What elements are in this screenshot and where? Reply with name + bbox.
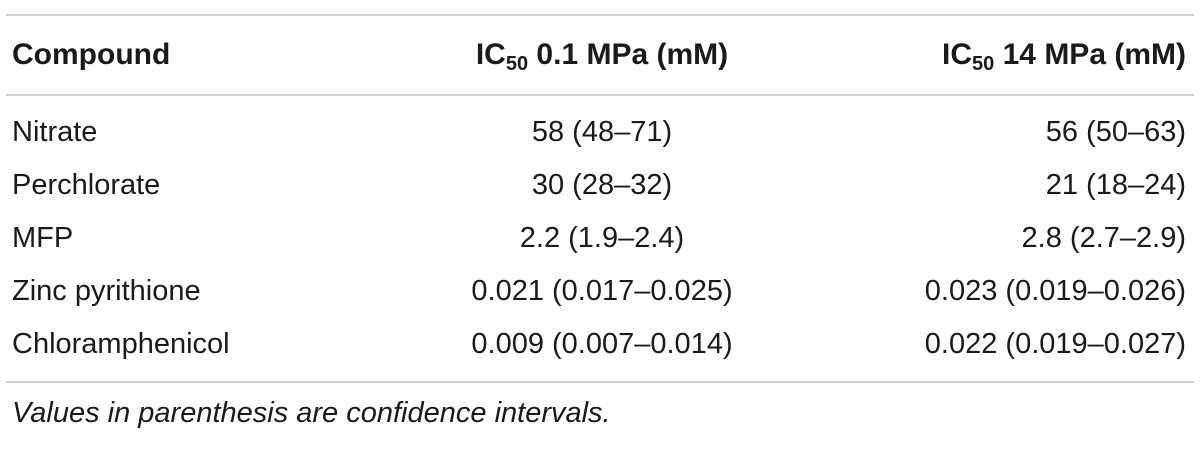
cell-ic50-0-1-mpa: 58 (48–71)	[531, 116, 673, 148]
table-row: MFP 2.2 (1.9–2.4) 2.8 (2.7–2.9)	[6, 212, 1194, 265]
header-ic50-14-mpa-suffix: 14 MPa (mM)	[994, 38, 1186, 71]
cell-ic50-14-mpa: 0.022 (0.019–0.027)	[924, 328, 1186, 360]
cell-ic50-14-mpa: 56 (50–63)	[1045, 116, 1186, 148]
cell-ic50-0-1-mpa: 0.009 (0.007–0.014)	[471, 328, 733, 360]
header-ic50-14-mpa-subscript: 50	[972, 53, 995, 75]
header-ic50-0-1-mpa-prefix: IC	[475, 38, 506, 71]
cell-ic50-14-mpa: 21 (18–24)	[1045, 169, 1186, 201]
table-row: Nitrate 58 (48–71) 56 (50–63)	[6, 95, 1194, 159]
bottom-rule	[6, 381, 1194, 383]
cell-compound: MFP	[12, 222, 74, 254]
cell-compound: Nitrate	[12, 116, 98, 148]
cell-compound: Zinc pyrithione	[12, 275, 201, 307]
header-ic50-14-mpa: IC50 14 MPa (mM)	[788, 16, 1194, 96]
header-ic50-14-mpa-prefix: IC	[942, 38, 973, 71]
cell-ic50-0-1-mpa: 2.2 (1.9–2.4)	[519, 222, 685, 254]
ic50-table: Compound IC50 0.1 MPa (mM) IC50 14 MPa (…	[6, 16, 1194, 381]
cell-ic50-14-mpa: 0.023 (0.019–0.026)	[924, 275, 1186, 307]
ic50-table-container: Compound IC50 0.1 MPa (mM) IC50 14 MPa (…	[6, 14, 1194, 430]
table-footnote: Values in parenthesis are confidence int…	[12, 397, 611, 429]
table-row: Chloramphenicol 0.009 (0.007–0.014) 0.02…	[6, 318, 1194, 381]
table-row: Perchlorate 30 (28–32) 21 (18–24)	[6, 159, 1194, 212]
header-compound: Compound	[6, 16, 376, 96]
cell-compound: Perchlorate	[12, 169, 161, 201]
header-row: Compound IC50 0.1 MPa (mM) IC50 14 MPa (…	[6, 16, 1194, 96]
cell-ic50-0-1-mpa: 30 (28–32)	[531, 169, 673, 201]
cell-ic50-0-1-mpa: 0.021 (0.017–0.025)	[471, 275, 733, 307]
header-ic50-0-1-mpa: IC50 0.1 MPa (mM)	[376, 16, 788, 96]
header-ic50-0-1-mpa-subscript: 50	[505, 53, 529, 75]
cell-ic50-14-mpa: 2.8 (2.7–2.9)	[1021, 222, 1186, 254]
header-ic50-0-1-mpa-suffix: 0.1 MPa (mM)	[528, 38, 729, 71]
top-rule	[6, 14, 1194, 16]
table-row: Zinc pyrithione 0.021 (0.017–0.025) 0.02…	[6, 265, 1194, 318]
cell-compound: Chloramphenicol	[12, 328, 230, 360]
